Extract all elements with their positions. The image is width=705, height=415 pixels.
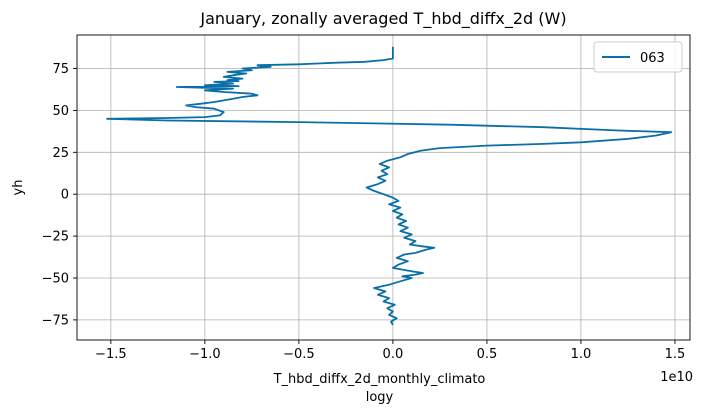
y-tick-label: 25 xyxy=(52,146,69,161)
x-axis-offset-text: 1e10 xyxy=(660,370,693,385)
x-tick-label: −1.5 xyxy=(95,347,127,362)
legend: 063 xyxy=(593,41,683,73)
chart-title: January, zonally averaged T_hbd_diffx_2d… xyxy=(199,9,566,29)
x-tick-label: 0.5 xyxy=(477,347,498,362)
y-tick-label: 75 xyxy=(52,62,69,77)
y-tick-label: 50 xyxy=(52,104,69,119)
y-tick-label: −75 xyxy=(42,313,69,328)
x-tick-label: 1.5 xyxy=(665,347,686,362)
series-line-063 xyxy=(106,46,673,326)
y-tick-label: 0 xyxy=(61,188,69,203)
legend-label: 063 xyxy=(640,51,665,66)
plot-frame xyxy=(76,34,691,341)
legend-box xyxy=(593,41,683,73)
x-tick-label: 0.0 xyxy=(383,347,404,362)
grid-layer xyxy=(77,35,690,340)
x-tick-label: 1.0 xyxy=(571,347,592,362)
x-tick-label: −1.0 xyxy=(189,347,221,362)
y-tick-label: −50 xyxy=(42,271,69,286)
y-tick-label: −25 xyxy=(42,230,69,245)
x-tick-label: −0.5 xyxy=(283,347,315,362)
x-axis-label-secondary: logy xyxy=(366,390,394,405)
x-axis-label: T_hbd_diffx_2d_monthly_climato xyxy=(273,372,486,387)
data-layer xyxy=(106,46,673,326)
y-axis-label: yh xyxy=(11,180,26,196)
tick-layer: −1.5 −1.0 −0.5 0.0 0.5 1.0 1.5 −75 −50 −25 0 25 50 75 xyxy=(42,62,686,362)
